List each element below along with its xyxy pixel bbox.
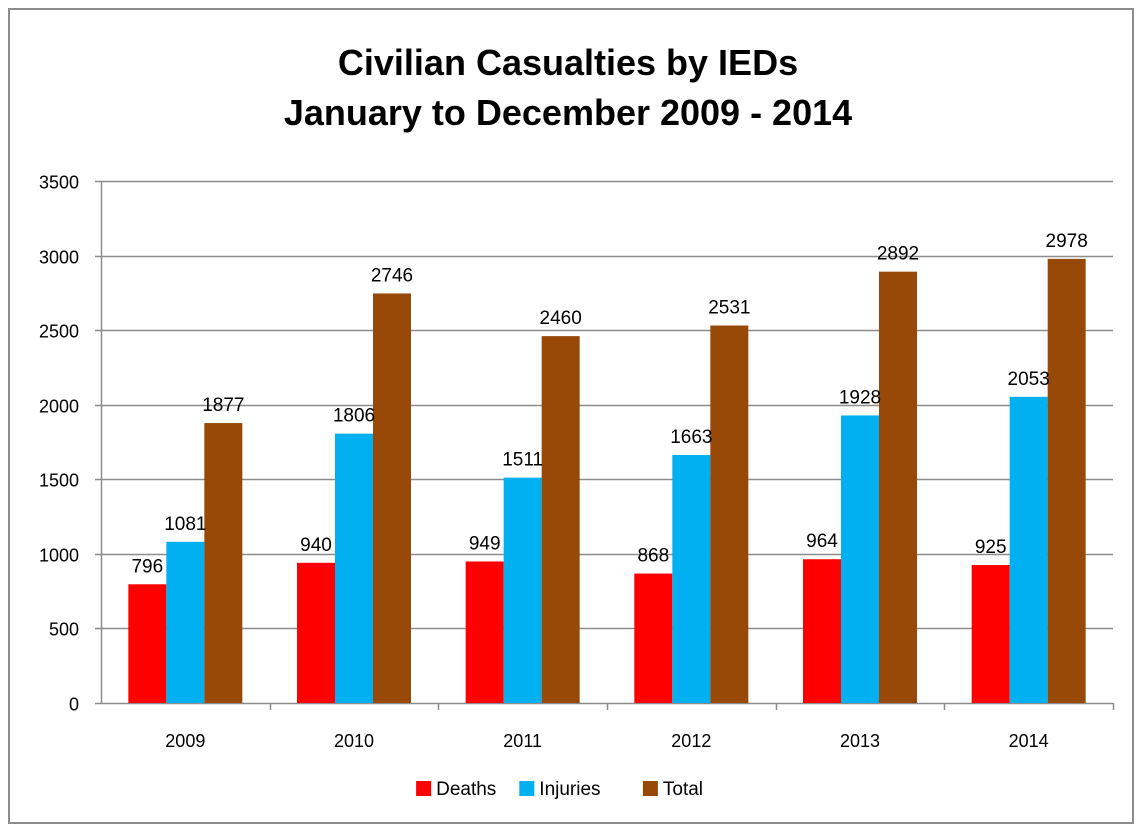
chart-title-line2: January to December 2009 - 2014 [283,92,853,133]
data-label-injuries-2011: 1511 [502,450,543,471]
data-label-deaths-2012: 868 [637,546,669,567]
bar-deaths-2011 [465,561,504,703]
data-label-deaths-2009: 796 [131,556,163,577]
bar-injuries-2009 [166,541,205,703]
x-tick-label: 2010 [334,731,374,751]
data-label-deaths-2010: 940 [300,535,332,556]
axes: 0 500 1000 1500 2000 2500 3000 3500 2009 2010 2011… [39,173,1115,751]
legend-label-injuries: Injuries [539,779,600,800]
x-tick-label: 2013 [840,731,880,751]
y-tick-label: 500 [49,620,79,640]
data-label-injuries-2009: 1081 [164,514,206,535]
bar-injuries-2011 [503,477,542,703]
chart-title: Civilian Casualties by IEDs January to D… [0,38,1136,138]
bar-deaths-2010 [297,562,335,703]
bar-deaths-2012 [634,573,673,703]
legend-label-deaths: Deaths [436,779,496,800]
bar-deaths-2009 [128,584,167,703]
y-tick-label: 0 [69,695,79,715]
x-tick-label: 2012 [671,731,711,751]
data-label-deaths-2014: 925 [975,537,1007,558]
bar-deaths-2013 [803,559,841,703]
legend-swatch-deaths [416,781,432,796]
bar-injuries-2010 [335,433,373,703]
data-label-total-2014: 2978 [1046,231,1088,252]
chart-title-line1: Civilian Casualties by IEDs [337,42,799,83]
y-tick-label: 1000 [39,546,79,566]
bars [128,258,1086,703]
bar-injuries-2013 [841,415,879,703]
y-tick-label: 2500 [39,322,79,342]
legend-label-total: Total [663,779,703,800]
legend-swatch-injuries [519,781,535,796]
gridlines [101,180,1113,630]
x-tick-label: 2011 [503,731,542,751]
data-label-injuries-2010: 1806 [333,406,375,427]
data-label-total-2010: 2746 [371,265,413,286]
data-label-total-2012: 2531 [708,298,750,319]
bar-deaths-2014 [971,565,1010,703]
bar-injuries-2014 [1009,396,1048,703]
x-tick-label: 2009 [165,731,205,751]
legend-swatch-total [642,781,658,796]
bar-total-2014 [1047,258,1086,703]
data-label-deaths-2013: 964 [806,531,838,552]
data-label-injuries-2013: 1928 [839,387,881,408]
data-label-total-2013: 2892 [877,244,919,265]
bar-injuries-2012 [672,454,711,703]
bar-total-2009 [204,423,243,703]
bar-total-2011 [541,336,580,703]
x-tick-label: 2014 [1009,731,1049,751]
data-label-injuries-2014: 2053 [1008,369,1050,390]
y-tick-label: 3500 [39,173,79,193]
data-label-deaths-2011: 949 [469,533,501,554]
legend: Deaths Injuries Total [416,779,703,800]
y-tick-label: 2000 [39,397,79,417]
data-label-total-2009: 1877 [202,395,244,416]
y-tick-label: 1500 [39,471,79,491]
data-label-total-2011: 2460 [540,308,582,329]
data-label-injuries-2012: 1663 [670,427,712,448]
y-tick-label: 3000 [39,248,79,268]
bar-total-2012 [710,325,749,703]
bar-total-2010 [373,293,411,703]
bar-total-2013 [879,271,917,703]
